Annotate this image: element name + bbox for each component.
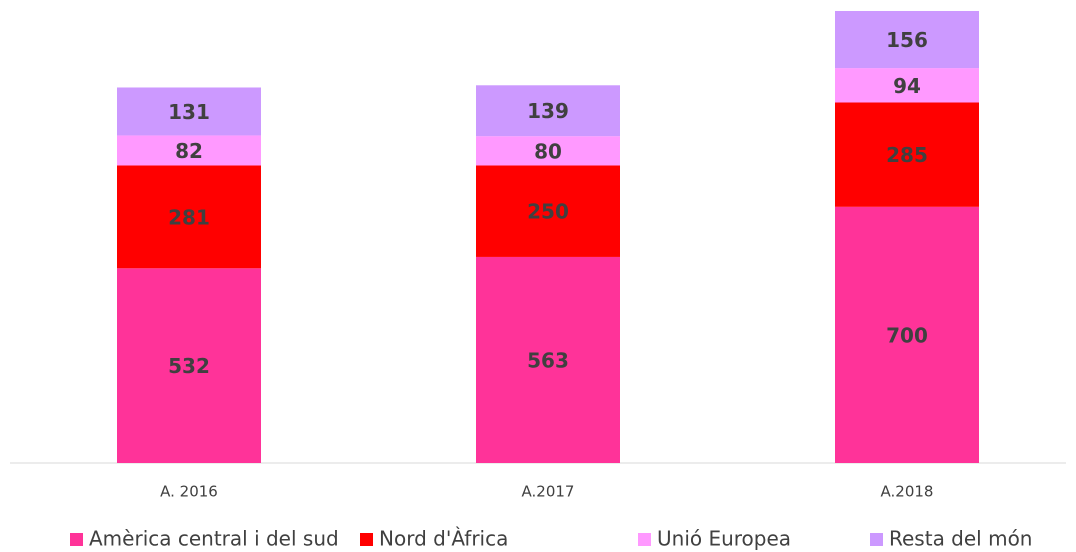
data-label: 563 bbox=[527, 348, 569, 372]
legend-swatch bbox=[870, 533, 883, 546]
data-label: 700 bbox=[886, 323, 928, 347]
bar-segment bbox=[835, 102, 979, 207]
legend-label: Unió Europea bbox=[657, 527, 791, 551]
bar-segment bbox=[476, 136, 620, 166]
legend-swatch bbox=[638, 533, 651, 546]
data-label: 131 bbox=[168, 100, 210, 124]
bar-segment bbox=[476, 256, 620, 463]
legend-swatch bbox=[360, 533, 373, 546]
x-tick-label: A.2018 bbox=[881, 483, 934, 501]
data-label: 250 bbox=[527, 200, 569, 224]
bar-segment bbox=[476, 85, 620, 137]
data-label: 80 bbox=[534, 139, 562, 163]
bar-segment bbox=[835, 10, 979, 69]
data-label: 82 bbox=[175, 139, 203, 163]
bar-segment bbox=[476, 165, 620, 257]
data-label: 281 bbox=[168, 205, 210, 229]
data-label: 532 bbox=[168, 354, 210, 378]
bar-segment bbox=[117, 87, 261, 136]
data-label: 94 bbox=[893, 74, 921, 98]
x-tick-label: A. 2016 bbox=[160, 483, 218, 501]
bar-segment bbox=[117, 165, 261, 269]
data-label: 285 bbox=[886, 143, 928, 167]
legend-label: Nord d'Àfrica bbox=[379, 527, 508, 551]
legend-label: Resta del món bbox=[889, 527, 1033, 551]
legend-label: Amèrica central i del sud bbox=[89, 527, 339, 551]
data-label: 156 bbox=[886, 28, 928, 52]
bar-segment bbox=[117, 135, 261, 166]
bar-segment bbox=[835, 68, 979, 103]
bar-segment bbox=[117, 268, 261, 463]
x-tick-label: A.2017 bbox=[522, 483, 575, 501]
legend-swatch bbox=[70, 533, 83, 546]
data-label: 139 bbox=[527, 99, 569, 123]
bar-segment bbox=[835, 206, 979, 464]
